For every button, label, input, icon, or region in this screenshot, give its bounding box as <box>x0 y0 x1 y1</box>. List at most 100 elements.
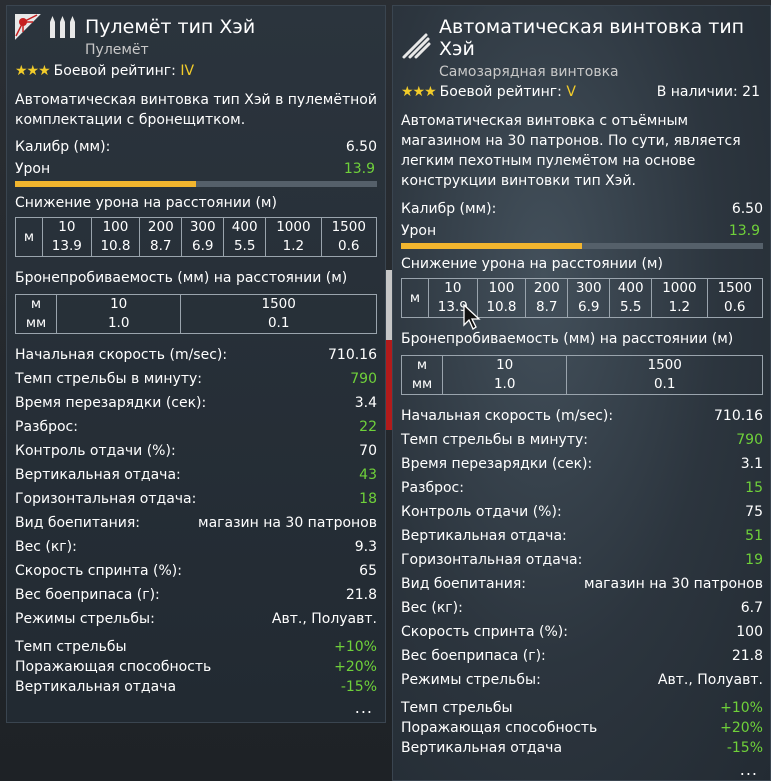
falloff-damage: 5.5 <box>609 298 653 318</box>
stat-value: 21.8 <box>731 648 763 664</box>
weapon-subtitle: Пулемёт <box>85 42 149 58</box>
mod-value: +10% <box>334 639 377 655</box>
stat-row: Время перезарядки (сек): 3.1 <box>401 454 763 474</box>
availability: В наличии: 21 <box>657 84 760 100</box>
falloff-unit: м <box>401 278 429 318</box>
damage-label: Урон <box>401 223 437 239</box>
falloff-damage: 1.2 <box>265 237 322 257</box>
stat-row: Калибр (мм): 6.50 <box>15 137 377 157</box>
stat-value: 790 <box>350 371 377 387</box>
stat-value: 6.50 <box>731 201 763 217</box>
stat-label: Режимы стрельбы: <box>401 672 541 688</box>
stat-row: Контроль отдачи (%): 70 <box>15 441 377 461</box>
description-line: легким пехотным пулемётом на основе <box>401 153 696 169</box>
stat-value: магазин на 30 патронов <box>198 515 377 531</box>
rating-value: IV <box>180 63 195 79</box>
stat-value: 43 <box>359 467 377 483</box>
mod-label: Темп стрельбы <box>401 700 513 716</box>
damage-falloff-table: м 10 100 200 300 400 1000 1500 13.9 10.8 8.7 6.9 5.5… <box>15 217 378 257</box>
stat-label: Темп стрельбы в минуту: <box>15 371 202 387</box>
weapon-title: Пулемёт тип Хэй <box>85 16 256 38</box>
damage-falloff-table: м 10 100 200 300 400 1000 1500 13.9 10.8 8.7 6.9 5.5… <box>401 278 764 318</box>
falloff-unit: м <box>15 217 43 257</box>
stat-row: Вес боеприпаса (г): 21.8 <box>15 585 377 605</box>
falloff-damage: 10.8 <box>476 298 527 318</box>
mod-row: Поражающая способность +20% <box>15 657 377 677</box>
falloff-damage: 6.9 <box>567 298 611 318</box>
description-line: комплектации с бронещитком. <box>15 112 246 128</box>
penetration-table: м 10 1500 мм 1.0 0.1 <box>15 294 377 334</box>
damage-bar-fill <box>401 243 582 249</box>
rating-stars: ★★★ <box>15 63 51 79</box>
stat-value: 75 <box>745 504 763 520</box>
damage-value: 13.9 <box>343 161 375 177</box>
pen-unit-mm: мм <box>401 375 443 395</box>
stat-label: Калибр (мм): <box>15 139 111 155</box>
falloff-distance: 1500 <box>320 217 378 237</box>
penetration-label: Бронепробиваемость (мм) на расстоянии (м… <box>15 270 348 286</box>
stat-row: Темп стрельбы в минуту: 790 <box>15 369 377 389</box>
description-line: магазином на 30 патронов. По сути, являе… <box>401 133 741 149</box>
stat-value: магазин на 30 патронов <box>584 576 763 592</box>
more-indicator: ... <box>739 760 758 779</box>
weapon-description: Автоматическая винтовка тип Хэй в пулемё… <box>15 90 380 130</box>
stat-label: Вес (кг): <box>15 539 77 555</box>
falloff-distance: 1000 <box>651 278 708 298</box>
mod-row: Вертикальная отдача -15% <box>15 677 377 697</box>
stat-label: Вертикальная отдача: <box>15 467 181 483</box>
falloff-damage: 13.9 <box>42 237 92 257</box>
pen-value: 0.1 <box>566 375 763 395</box>
damage-bar <box>15 181 377 187</box>
stat-label: Разброс: <box>15 419 78 435</box>
falloff-distance: 10 <box>42 217 92 237</box>
falloff-damage: 5.5 <box>223 237 267 257</box>
falloff-distance: 300 <box>567 278 611 298</box>
stat-value: 19 <box>745 552 763 568</box>
weapon-description: Автоматическая винтовка с отъёмным магаз… <box>401 111 766 191</box>
background-strip-red <box>386 340 392 430</box>
battle-rating: ★★★ Боевой рейтинг: V <box>401 84 576 100</box>
stat-value: 710.16 <box>328 347 377 363</box>
mod-value: +20% <box>720 720 763 736</box>
stat-label: Скорость спринта (%): <box>401 624 568 640</box>
stat-label: Вес (кг): <box>401 600 463 616</box>
mod-row: Темп стрельбы +10% <box>15 637 377 657</box>
mod-value: +10% <box>720 700 763 716</box>
falloff-damage: 6.9 <box>181 237 225 257</box>
stat-row: Вид боепитания: магазин на 30 патронов <box>15 513 377 533</box>
stat-value: 70 <box>359 443 377 459</box>
background-strip <box>386 270 392 340</box>
rating-value: V <box>566 84 576 100</box>
stat-value: Авт., Полуавт. <box>271 611 377 627</box>
ammo-icon <box>50 16 75 38</box>
stat-row: Начальная скорость (m/sec): 710.16 <box>401 406 763 426</box>
stat-label: Темп стрельбы в минуту: <box>401 432 588 448</box>
card-header: Пулемёт тип Хэй Пулемёт <box>7 6 385 64</box>
stat-row: Горизонтальная отдача: 18 <box>15 489 377 509</box>
description-line: Автоматическая винтовка с отъёмным <box>401 113 689 129</box>
stat-row: Контроль отдачи (%): 75 <box>401 502 763 522</box>
stat-row: Вид боепитания: магазин на 30 патронов <box>401 574 763 594</box>
stat-label: Скорость спринта (%): <box>15 563 182 579</box>
pen-distance: 1500 <box>180 294 377 314</box>
stat-label: Контроль отдачи (%): <box>15 443 176 459</box>
pen-unit-distance: м <box>401 355 443 375</box>
pen-distance: 10 <box>441 355 568 375</box>
mod-label: Вертикальная отдача <box>15 679 177 695</box>
stat-value: 6.7 <box>740 600 763 616</box>
rating-stars: ★★★ <box>401 84 437 100</box>
card-header: Автоматическая винтовка тип Хэй Самозаря… <box>393 6 770 80</box>
stat-value: 790 <box>736 432 763 448</box>
stat-label: Вес боеприпаса (г): <box>15 587 160 603</box>
stat-row: Начальная скорость (m/sec): 710.16 <box>15 345 377 365</box>
more-indicator: ... <box>354 698 373 717</box>
falloff-distance: 400 <box>609 278 653 298</box>
pen-value: 0.1 <box>180 314 377 334</box>
stat-value: 100 <box>736 624 763 640</box>
stat-value: 22 <box>359 419 377 435</box>
falloff-damage: 0.6 <box>320 237 378 257</box>
mod-value: -15% <box>340 679 377 695</box>
stat-value: 15 <box>745 480 763 496</box>
stat-row: Вес (кг): 6.7 <box>401 598 763 618</box>
damage-value: 13.9 <box>728 223 760 239</box>
